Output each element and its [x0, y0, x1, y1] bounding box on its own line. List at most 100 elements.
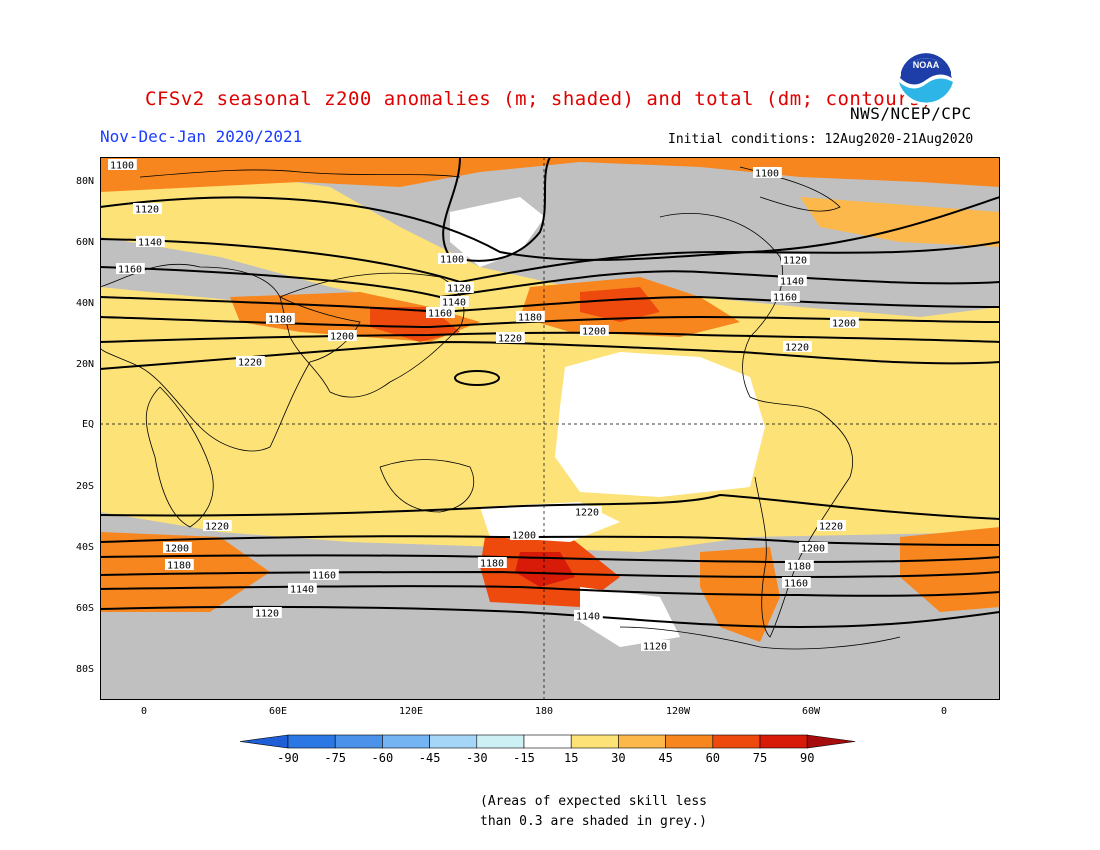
contour-label: 1140: [136, 236, 165, 249]
contour-label: 1120: [445, 282, 474, 295]
lon-label: 120E: [398, 706, 424, 717]
colorbar-swatch: [382, 734, 430, 749]
contour-label: 1220: [817, 520, 846, 533]
contour-label-text: 1140: [780, 277, 804, 288]
colorbar-swatch: [523, 734, 572, 749]
initial-conditions: Initial conditions: 12Aug2020-21Aug2020: [668, 132, 974, 147]
contour-label: 1120: [781, 254, 810, 267]
contour-label-text: 1100: [440, 255, 464, 266]
contour-label: 1180: [266, 313, 295, 326]
contour-label-text: 1120: [783, 256, 807, 267]
colorbar-swatch: [287, 734, 336, 749]
chart-title: CFSv2 seasonal z200 anomalies (m; shaded…: [145, 88, 933, 110]
contour-label: 1180: [785, 560, 814, 573]
colorbar-tick-label: -90: [277, 751, 299, 765]
contour-label-text: 1120: [255, 609, 279, 620]
contour-label: 1200: [830, 317, 859, 330]
colorbar-swatch: [759, 734, 808, 749]
contour-label-text: 1220: [785, 343, 809, 354]
colorbar-tick-label: 15: [564, 751, 578, 765]
height-contours: [100, 157, 1000, 629]
anomaly-map: 1100112011401160118012001220110011201140…: [100, 157, 1000, 700]
contour-label-text: 1180: [518, 313, 542, 324]
lon-label: 60E: [268, 706, 288, 717]
contour-label: 1160: [782, 577, 811, 590]
lat-label: EQ: [81, 419, 94, 430]
contour-label: 1200: [580, 325, 609, 338]
lat-label: 20N: [75, 359, 94, 370]
colorbar-swatch: [429, 734, 478, 749]
colorbar-tick-label: -60: [372, 751, 394, 765]
contour-label: 1220: [496, 332, 525, 345]
lon-label: 120W: [665, 706, 691, 717]
lon-label: 60W: [801, 706, 821, 717]
lat-label: 80S: [75, 664, 94, 675]
contour-label: 1160: [426, 307, 455, 320]
lon-label: 0: [940, 706, 948, 717]
lat-label: 20S: [75, 481, 94, 492]
contour-label: 1160: [310, 569, 339, 582]
contour-label: 1140: [288, 583, 317, 596]
contour-label-text: 1220: [205, 522, 229, 533]
lon-label: 0: [140, 706, 148, 717]
colorbar-arrow-left: [240, 734, 289, 749]
contour-label: 1200: [799, 542, 828, 555]
contour-label: 1160: [771, 291, 800, 304]
logo-text: NOAA: [913, 60, 940, 70]
contour-label: 1200: [510, 529, 539, 542]
colorbar-swatch: [334, 734, 383, 749]
contour-label: 1200: [328, 330, 357, 343]
agency-label: NWS/NCEP/CPC: [850, 104, 972, 123]
lat-label: 80N: [75, 176, 94, 187]
contour-label-text: 1200: [832, 319, 856, 330]
contour-label: 1180: [516, 311, 545, 324]
colorbar-tick-label: -15: [513, 751, 535, 765]
contour-label: 1100: [438, 253, 467, 266]
contour-label-text: 1160: [118, 265, 142, 276]
contour-label: 1220: [236, 356, 265, 369]
contour-label-text: 1140: [290, 585, 314, 596]
contour-label: 1200: [163, 542, 192, 555]
contour-label-text: 1180: [480, 559, 504, 570]
contour-label: 1140: [440, 296, 469, 309]
lat-label: 40S: [75, 542, 94, 553]
contour-label-text: 1200: [512, 531, 536, 542]
noaa-logo-icon: NOAA: [896, 45, 956, 105]
colorbar-swatch: [476, 734, 525, 749]
colorbar-tick-label: 45: [658, 751, 672, 765]
contour-label-text: 1140: [576, 612, 600, 623]
contour-label: 1120: [133, 203, 162, 216]
colorbar-tick-label: 60: [706, 751, 720, 765]
contour-label: 1220: [203, 520, 232, 533]
lat-label: 40N: [75, 298, 94, 309]
colorbar-tick-label: 90: [800, 751, 814, 765]
contour-label: 1100: [753, 167, 782, 180]
lon-label: 180: [534, 706, 554, 717]
lat-label: 60S: [75, 603, 94, 614]
contour-label: 1120: [641, 640, 670, 653]
contour-label: 1100: [108, 159, 137, 172]
contour-label: 1180: [165, 559, 194, 572]
contour-label: 1220: [783, 341, 812, 354]
colorbar: -90 -75 -60 -45 -30 -15 15 30 45 60 75 90: [240, 734, 856, 765]
contour-label-text: 1200: [801, 544, 825, 555]
colorbar-swatch: [712, 734, 761, 749]
forecast-period: Nov-Dec-Jan 2020/2021: [100, 127, 303, 146]
contour-labels: 1100112011401160118012001220110011201140…: [108, 159, 859, 653]
colorbar-swatch: [570, 734, 619, 749]
contour-label-text: 1120: [135, 205, 159, 216]
contour-label-text: 1140: [138, 238, 162, 249]
contour-label-text: 1180: [167, 561, 191, 572]
colorbar-tick-label: 75: [753, 751, 767, 765]
contour-label: 1220: [573, 506, 602, 519]
contour-label-text: 1100: [755, 169, 779, 180]
contour-label-text: 1160: [784, 579, 808, 590]
contour-label-text: 1120: [447, 284, 471, 295]
contour-label-text: 1200: [330, 332, 354, 343]
colorbar-tick-label: -30: [466, 751, 488, 765]
contour-label-text: 1220: [498, 334, 522, 345]
contour-label: 1120: [253, 607, 282, 620]
graticule: [100, 157, 1000, 700]
contour-label-text: 1100: [110, 161, 134, 172]
contour-label-text: 1220: [238, 358, 262, 369]
